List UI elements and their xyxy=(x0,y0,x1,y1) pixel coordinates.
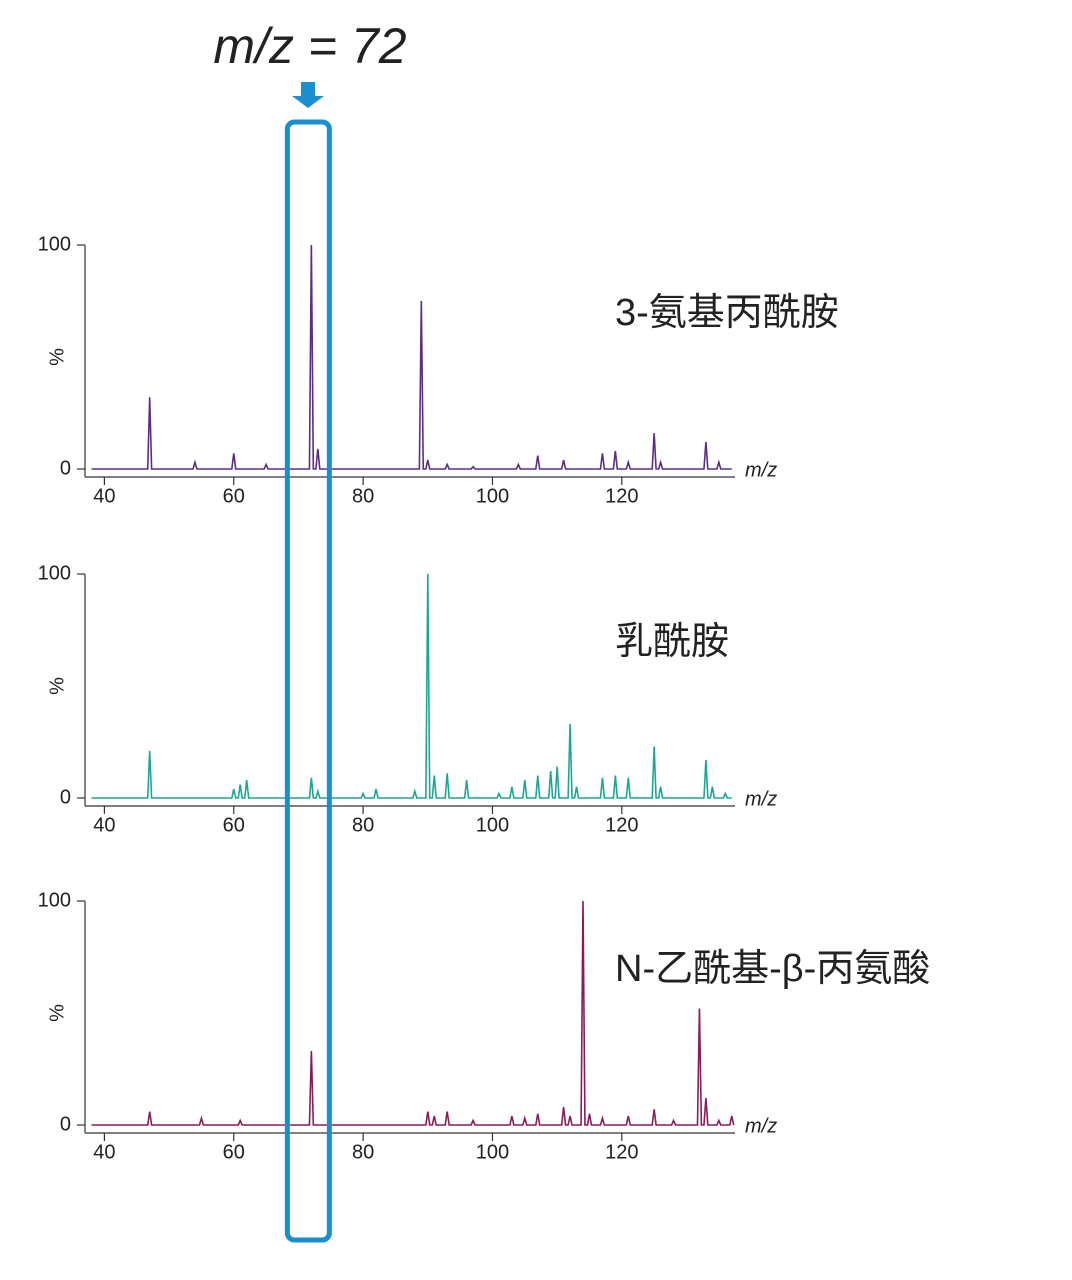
y-axis-label: % xyxy=(46,677,68,695)
arrow xyxy=(292,82,324,108)
spectrum-line xyxy=(91,900,735,1126)
x-tick-label: 120 xyxy=(605,1141,638,1163)
highlight-box xyxy=(284,119,332,1243)
y-tick-label: 0 xyxy=(60,457,71,479)
x-tick-label: 40 xyxy=(93,485,115,507)
x-tick-label: 100 xyxy=(476,485,509,507)
x-tick-label: 100 xyxy=(476,814,509,836)
x-tick-label: 80 xyxy=(352,485,374,507)
x-tick-label: 80 xyxy=(352,1141,374,1163)
x-tick-label: 60 xyxy=(223,485,245,507)
spectrum-title: 乳酰胺 xyxy=(615,621,729,663)
spectrum-title: N-乙酰基-β-丙氨酸 xyxy=(615,948,930,990)
x-tick-label: 40 xyxy=(93,814,115,836)
y-tick-label: 100 xyxy=(38,562,71,584)
x-tick-label: 100 xyxy=(476,1141,509,1163)
x-tick-label: 60 xyxy=(223,814,245,836)
y-tick-label: 100 xyxy=(38,233,71,255)
x-tick-label: 120 xyxy=(605,485,638,507)
x-axis-label: m/z xyxy=(745,788,777,810)
spectrum-line xyxy=(91,244,732,470)
y-axis-label: % xyxy=(46,348,68,366)
x-tick-label: 120 xyxy=(605,814,638,836)
spectrum-title: 3-氨基丙酰胺 xyxy=(615,292,839,334)
x-tick-label: 40 xyxy=(93,1141,115,1163)
y-axis-label: % xyxy=(46,1004,68,1022)
x-axis-label: m/z xyxy=(745,459,777,481)
y-tick-label: 0 xyxy=(60,786,71,808)
highlight-label: m/z = 72 xyxy=(213,18,406,74)
x-axis-label: m/z xyxy=(745,1115,777,1137)
y-tick-label: 0 xyxy=(60,1113,71,1135)
x-tick-label: 80 xyxy=(352,814,374,836)
x-tick-label: 60 xyxy=(223,1141,245,1163)
spectrum-line xyxy=(91,573,732,799)
y-tick-label: 100 xyxy=(38,889,71,911)
